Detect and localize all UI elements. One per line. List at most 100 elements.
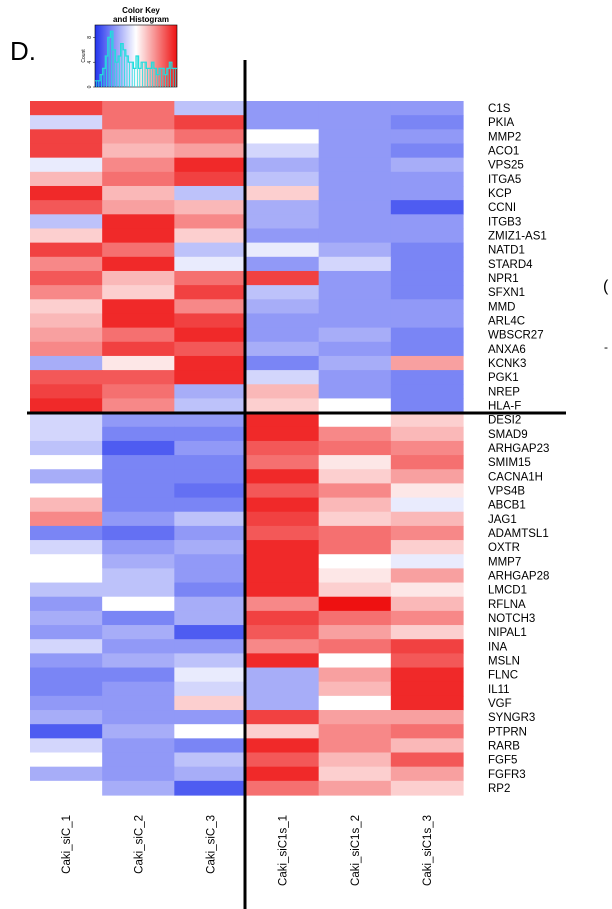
heatmap-cell [102, 214, 175, 230]
color-key-tick-label: 0 [87, 85, 93, 88]
heatmap-cell [390, 313, 464, 329]
gene-label: MSLN [488, 655, 520, 667]
heatmap-cell [30, 143, 103, 159]
heatmap-cell [390, 525, 464, 541]
heatmap-cell [30, 214, 103, 230]
heatmap-cell [390, 653, 464, 669]
heatmap-cell [390, 214, 464, 230]
quadrant-dividers [27, 60, 566, 909]
heatmap-cell [246, 667, 320, 683]
gene-label: OXTR [488, 542, 520, 554]
heatmap-cell [390, 455, 464, 470]
heatmap-cell [390, 398, 464, 414]
heatmap-cell [390, 412, 464, 428]
heatmap-cell [30, 129, 103, 145]
heatmap-cell [102, 129, 175, 145]
heatmap-cell [246, 639, 320, 654]
heatmap-cell [102, 653, 175, 669]
heatmap-cell [30, 639, 103, 654]
gene-label: WBSCR27 [488, 330, 544, 342]
color-key-tick-label: 4 [87, 61, 93, 64]
heatmap-cell [30, 200, 103, 215]
heatmap-cell [30, 455, 103, 470]
heatmap-cell [102, 426, 175, 442]
gene-label: SYNGR3 [488, 712, 535, 724]
heatmap-cell [102, 554, 175, 569]
heatmap-cell [174, 780, 248, 796]
heatmap-cell [30, 313, 103, 329]
heatmap-cell [102, 341, 175, 357]
heatmap-cell [30, 157, 103, 173]
gene-label: INA [488, 641, 508, 653]
heatmap-cell [390, 695, 464, 711]
heatmap-cell [102, 242, 175, 258]
heatmap-cell [390, 596, 464, 612]
heatmap-cell [318, 412, 392, 428]
gene-label: ANXA6 [488, 344, 526, 356]
heatmap-cell [30, 256, 103, 272]
heatmap-cell [30, 525, 103, 541]
heatmap-cell [102, 582, 175, 598]
heatmap-cell [174, 115, 248, 130]
heatmap-cell [30, 625, 103, 640]
heatmap-cell [390, 299, 464, 315]
heatmap-cell [390, 285, 464, 300]
heatmap-cell [30, 384, 103, 400]
heatmap-cell [102, 171, 175, 187]
heatmap-cell [318, 710, 392, 725]
heatmap-cell [246, 228, 320, 244]
gene-label: ITGB3 [488, 216, 521, 228]
heatmap-cell [390, 440, 464, 456]
heatmap-cell [318, 681, 392, 697]
gene-label: ARL4C [488, 316, 525, 328]
gene-label: VGF [488, 698, 512, 710]
heatmap-cell [390, 610, 464, 626]
heatmap-cell [30, 299, 103, 315]
heatmap-cell [174, 582, 248, 598]
heatmap-cell [246, 681, 320, 697]
heatmap-cell [30, 681, 103, 697]
gene-label: SFXN1 [488, 287, 525, 299]
heatmap-cell [30, 327, 103, 343]
gene-label: STARD4 [488, 259, 533, 271]
heatmap-cell [102, 568, 175, 584]
heatmap-cell [174, 497, 248, 513]
panel-letter: D. [10, 36, 36, 66]
heatmap-cell [174, 143, 248, 159]
sample-label: Caki_siC1s_1 [278, 815, 290, 886]
heatmap-cell [318, 455, 392, 470]
heatmap-cell [30, 341, 103, 357]
heatmap-cell [390, 143, 464, 159]
heatmap-cell [318, 242, 392, 258]
heatmap-cell [390, 780, 464, 796]
heatmap-cell [102, 200, 175, 215]
heatmap-cell [174, 256, 248, 272]
heatmap-cell [174, 568, 248, 584]
heatmap-cell [318, 582, 392, 598]
heatmap-cell [246, 115, 320, 130]
color-key: 0 4 8 Count [81, 24, 178, 88]
heatmap-cell [246, 780, 320, 796]
heatmap-cell [390, 710, 464, 725]
sample-label: Caki_siC1s_2 [350, 815, 362, 886]
heatmap-cell [390, 171, 464, 187]
heatmap-cell [174, 625, 248, 640]
heatmap-cell [174, 695, 248, 711]
heatmap-cell [174, 766, 248, 782]
heatmap-cell [318, 752, 392, 768]
heatmap-cell [246, 398, 320, 414]
heatmap-cell [318, 129, 392, 145]
heatmap-cell [318, 525, 392, 541]
heatmap-cell [246, 540, 320, 555]
heatmap-cell [174, 681, 248, 697]
heatmap-cell [174, 724, 248, 739]
gene-label: FGFR3 [488, 769, 526, 781]
heatmap-cell [30, 752, 103, 768]
heatmap-cell [102, 115, 175, 130]
heatmap-cell [174, 525, 248, 541]
heatmap-cell [30, 469, 103, 484]
heatmap-cell [246, 738, 320, 754]
gene-label: SMIM15 [488, 457, 531, 469]
sample-label: Caki_siC_1 [61, 815, 73, 874]
